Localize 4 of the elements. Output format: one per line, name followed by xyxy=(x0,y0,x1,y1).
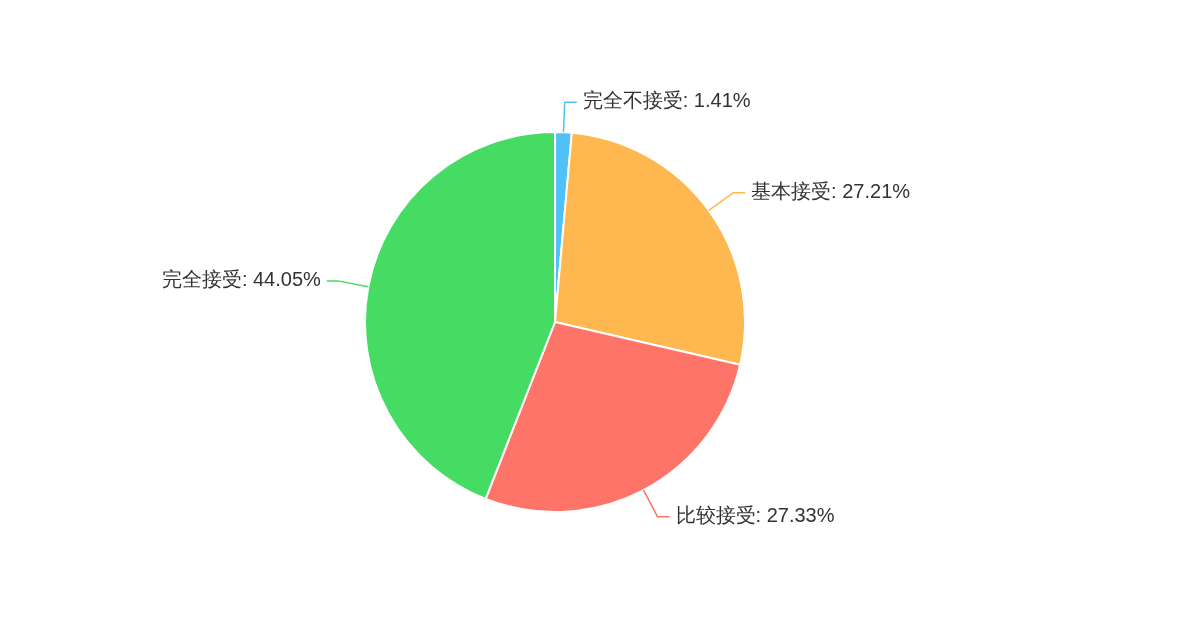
slice-label: 基本接受: 27.21% xyxy=(751,180,911,203)
slice-label: 完全接受: 44.05% xyxy=(161,268,322,291)
slice-label: 比较接受: 27.33% xyxy=(675,503,835,526)
slice-label: 完全不接受: 1.41% xyxy=(582,89,751,112)
